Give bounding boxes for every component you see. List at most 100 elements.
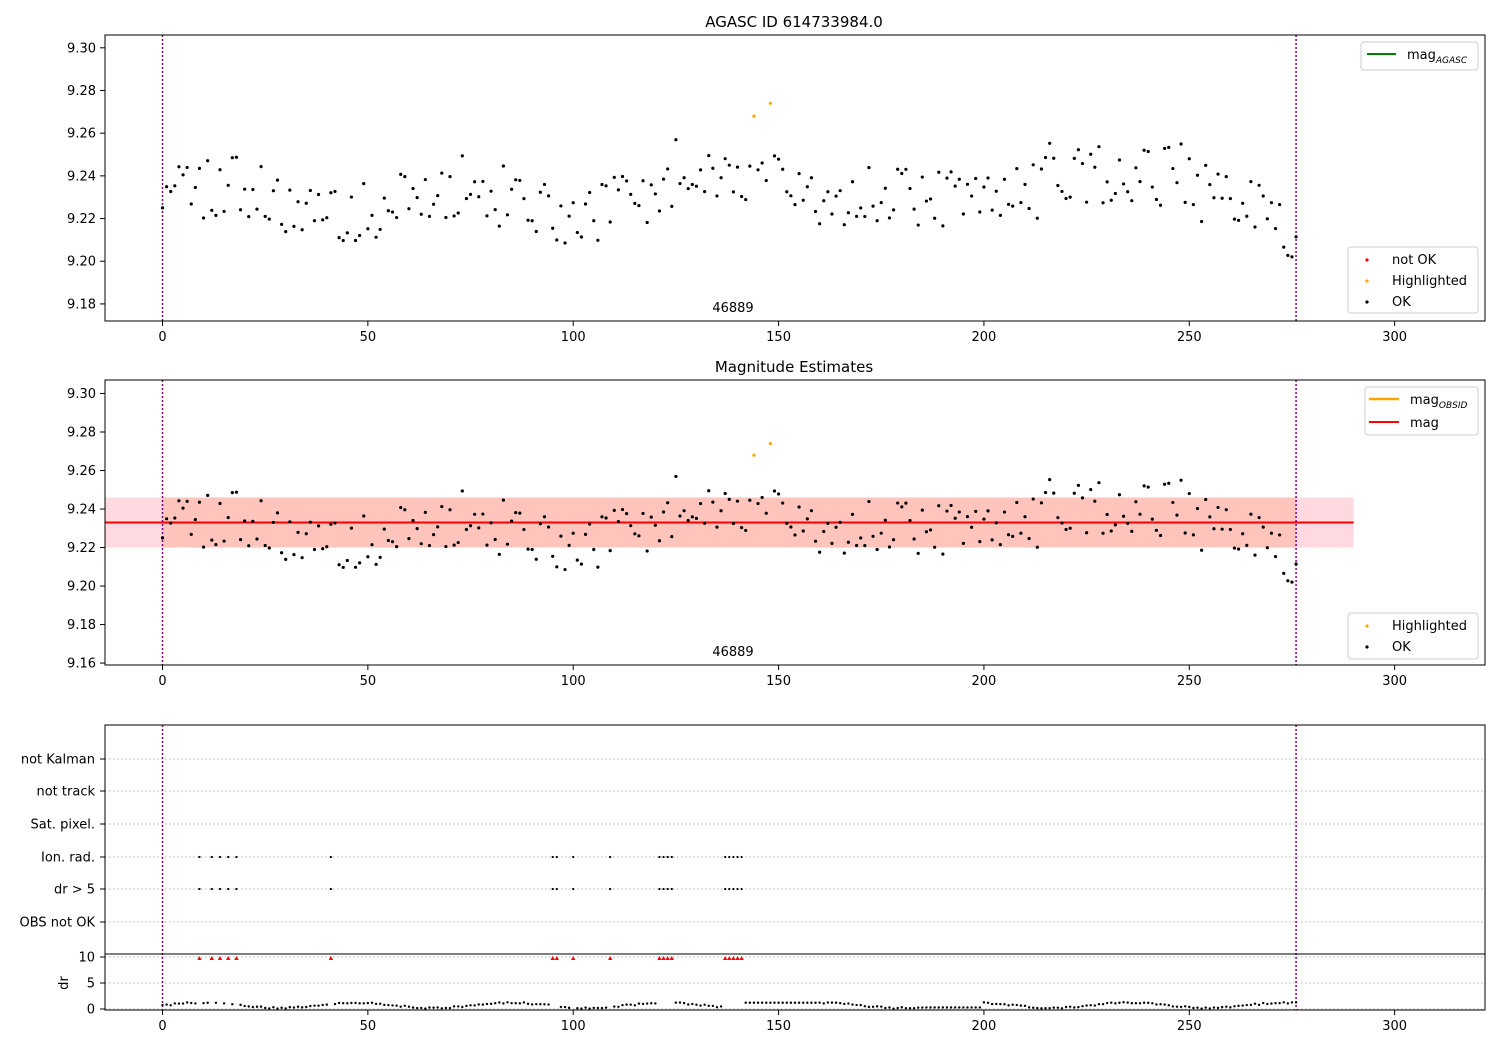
ok-point [411, 518, 415, 523]
ok-point [961, 541, 965, 546]
ok-point [875, 219, 879, 223]
ok-point [1224, 175, 1228, 179]
dr-point [645, 1002, 649, 1005]
ok-point [698, 168, 703, 172]
ok-point [275, 178, 280, 182]
flag-point [329, 855, 332, 859]
x-tick-label-200: 200 [972, 1019, 997, 1034]
dr-point [1048, 1006, 1051, 1010]
ok-point [563, 567, 567, 572]
dr-point [214, 1001, 218, 1004]
flag-point [210, 855, 213, 859]
dr-point [1089, 1004, 1092, 1007]
ok-point [986, 509, 990, 513]
ok-point [776, 492, 781, 496]
ok-point [1228, 196, 1232, 201]
ok-point [1080, 496, 1085, 500]
ok-point [370, 543, 374, 547]
x-tick-label-300: 300 [1382, 1019, 1407, 1034]
ok-point [1101, 531, 1105, 535]
dr-point [526, 1002, 530, 1006]
ok-point [690, 182, 694, 187]
ok-point [1236, 547, 1241, 551]
dr-point [420, 1006, 423, 1010]
panel2-title: Magnitude Estimates [715, 358, 873, 376]
ok-point [1171, 500, 1175, 505]
ok-point [292, 224, 296, 228]
ok-point [1011, 534, 1015, 538]
dr-point [699, 1004, 702, 1007]
dr-point [970, 1006, 973, 1009]
dr-clipped-marker [735, 956, 740, 960]
ok-point [1158, 203, 1163, 207]
dr-point [941, 1006, 945, 1009]
legend-mag-obsid-sub: OBSID [1439, 401, 1468, 411]
ok-point [625, 511, 629, 516]
flag-point [218, 855, 222, 859]
ok-point [473, 180, 477, 184]
dr-clipped-marker [197, 956, 202, 960]
ok-point [1278, 533, 1282, 537]
ok-point [489, 521, 493, 525]
dr-tick-label: 0 [87, 1003, 95, 1018]
dr-point [711, 1004, 715, 1008]
dr-point [917, 1006, 920, 1009]
ok-point [1183, 200, 1187, 204]
ok-point [308, 188, 312, 193]
ok-point [1097, 145, 1101, 149]
dr-point [1015, 1003, 1018, 1007]
dr-point [1270, 1002, 1273, 1005]
ok-point [748, 164, 752, 168]
dr-point [1064, 1005, 1068, 1009]
ok-point [764, 178, 768, 183]
ok-point [583, 532, 588, 536]
flag-point [227, 855, 230, 859]
dr-point [165, 1003, 168, 1006]
dr-point [1023, 1004, 1027, 1008]
dr-point [1085, 1004, 1088, 1007]
x-tick-label-100: 100 [561, 1019, 586, 1034]
dr-point [185, 1001, 189, 1004]
ok-point [608, 549, 612, 553]
ok-point [329, 522, 333, 526]
ok-point [399, 506, 403, 510]
flag-point [728, 887, 731, 891]
ok-point [267, 217, 271, 221]
ok-point [284, 230, 288, 234]
dr-point [625, 1003, 628, 1006]
ok-point [316, 192, 321, 197]
dr-clipped-marker [739, 956, 744, 960]
ok-point [1043, 490, 1048, 495]
ok-point [1282, 571, 1286, 575]
ok-point [1216, 505, 1220, 510]
ok-point [473, 512, 477, 516]
dr-point [522, 1001, 526, 1004]
ok-point [842, 223, 846, 227]
ok-point [961, 212, 965, 216]
ok-point [1273, 554, 1278, 559]
dr-point [715, 1006, 719, 1009]
ok-point [978, 540, 982, 544]
dr-point [617, 1005, 620, 1009]
ok-point [1228, 527, 1232, 532]
ok-point [530, 219, 534, 223]
ok-point [1138, 180, 1142, 184]
dr-point [498, 1001, 501, 1004]
ok-point [1080, 161, 1085, 166]
flag-point [198, 855, 201, 859]
ok-point [1027, 206, 1031, 211]
ok-point [349, 195, 354, 199]
ok-point [197, 500, 202, 504]
ok-point [970, 525, 974, 529]
ok-point [271, 189, 275, 193]
dr-point [1032, 1006, 1035, 1009]
ok-point [419, 542, 423, 546]
ok-point [411, 186, 415, 191]
ok-point [1064, 196, 1068, 201]
dr-point [567, 1006, 571, 1010]
ok-point [789, 194, 793, 198]
ok-point [1224, 508, 1228, 512]
ok-point [214, 213, 218, 217]
ok-point [625, 179, 629, 183]
ok-point [448, 508, 452, 512]
